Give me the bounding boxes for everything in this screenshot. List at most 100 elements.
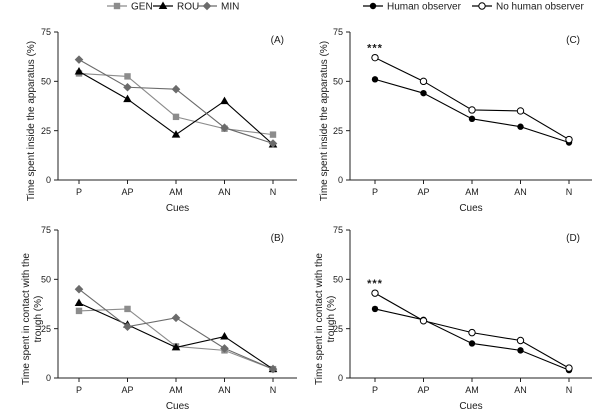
y-axis-label-line: Time spent in contact with the bbox=[21, 253, 32, 385]
legend-label-no-human-observer: No human observer bbox=[496, 2, 584, 13]
data-point-no-human-observer-am bbox=[468, 328, 476, 337]
panel-a: 0 25 50 75 P AP AM AN N Cues Time spent inside the… bbox=[26, 27, 297, 214]
panel-c: 0 25 50 75 P AP AM AN N Cues Time spent inside the… bbox=[319, 27, 592, 214]
data-point-min-an bbox=[220, 123, 229, 133]
legend-marker-gen bbox=[113, 2, 121, 10]
legend-marker-no-human-observer bbox=[478, 2, 486, 10]
data-point-no-human-observer-an bbox=[516, 336, 525, 345]
x-axis-label: Cues bbox=[166, 401, 189, 412]
data-point-no-human-observer-p bbox=[371, 289, 379, 297]
data-point-min-an bbox=[220, 344, 229, 353]
panel-label: (D) bbox=[566, 233, 580, 244]
data-point-rou-am bbox=[171, 342, 181, 351]
x-tick-label-an: AN bbox=[514, 385, 527, 395]
x-tick-label-n: N bbox=[270, 187, 277, 197]
data-point-human-observer-ap bbox=[420, 89, 427, 97]
data-point-human-observer-p bbox=[371, 305, 379, 313]
x-tick-label-am: AM bbox=[465, 187, 479, 197]
data-point-gen-ap bbox=[124, 73, 131, 80]
data-point-rou-an bbox=[220, 332, 229, 340]
data-point-no-human-observer-n bbox=[565, 364, 573, 372]
y-tick-label: 50 bbox=[333, 275, 343, 285]
data-point-human-observer-am bbox=[468, 115, 476, 123]
data-point-min-am bbox=[171, 84, 181, 94]
panel-label: (C) bbox=[566, 35, 580, 46]
x-tick-label-n: N bbox=[270, 385, 277, 395]
y-tick-label: 50 bbox=[41, 275, 51, 285]
x-tick-label-an: AN bbox=[218, 187, 231, 197]
series-min bbox=[74, 55, 278, 148]
x-axis-label: Cues bbox=[166, 203, 189, 214]
legend-marker-human-observer bbox=[369, 2, 377, 10]
panel-label: (B) bbox=[271, 233, 284, 244]
data-point-no-human-observer-p bbox=[371, 53, 379, 62]
x-tick-label-ap: AP bbox=[417, 385, 429, 395]
series-gen bbox=[75, 70, 277, 138]
data-point-gen-n bbox=[269, 131, 277, 138]
y-axis-label-line: trough (%) bbox=[33, 296, 44, 343]
data-point-no-human-observer-am bbox=[468, 106, 476, 114]
y-tick-label: 0 bbox=[338, 175, 343, 185]
x-axis-label: Cues bbox=[459, 203, 482, 214]
legend-label-rou: ROU bbox=[177, 2, 199, 13]
legend-marker-rou bbox=[158, 1, 168, 9]
y-axis-label-line: trough (%) bbox=[326, 296, 337, 343]
series-min bbox=[74, 284, 278, 374]
y-tick-label: 25 bbox=[41, 126, 51, 136]
data-point-rou-ap bbox=[123, 94, 132, 103]
data-point-human-observer-an bbox=[517, 347, 524, 354]
data-point-human-observer-am bbox=[468, 340, 476, 347]
x-tick-label-ap: AP bbox=[121, 385, 133, 395]
y-tick-label: 75 bbox=[333, 27, 343, 37]
data-point-gen-p bbox=[75, 307, 83, 315]
x-tick-label-an: AN bbox=[514, 187, 527, 197]
x-tick-label-ap: AP bbox=[417, 187, 429, 197]
series-no-human-observer bbox=[371, 53, 573, 144]
data-point-min-p bbox=[74, 284, 84, 294]
y-tick-label: 0 bbox=[338, 373, 343, 383]
data-point-min-n bbox=[268, 364, 278, 374]
legend-label-human-observer: Human observer bbox=[387, 2, 462, 13]
data-point-no-human-observer-ap bbox=[419, 317, 428, 325]
y-tick-label: 50 bbox=[41, 77, 51, 87]
x-tick-label-am: AM bbox=[169, 385, 183, 395]
y-axis-label: Time spent in contact with thetrough (%) bbox=[21, 253, 44, 385]
y-tick-label: 75 bbox=[41, 27, 51, 37]
y-tick-label: 25 bbox=[41, 324, 51, 334]
y-axis-label: Time spent in contact with thetrough (%) bbox=[314, 253, 337, 385]
x-tick-label-an: AN bbox=[218, 385, 231, 395]
x-tick-label-n: N bbox=[566, 385, 573, 395]
panel-b: 0 25 50 75 P AP AM AN N Cues Time spent in contact… bbox=[21, 225, 297, 412]
x-tick-label-p: P bbox=[76, 187, 82, 197]
data-point-rou-p bbox=[74, 66, 84, 75]
x-tick-label-am: AM bbox=[465, 385, 479, 395]
y-tick-label: 0 bbox=[46, 373, 51, 383]
data-point-no-human-observer-ap bbox=[419, 77, 428, 86]
data-point-human-observer-an bbox=[517, 123, 524, 130]
x-axis-label: Cues bbox=[459, 401, 482, 412]
y-tick-label: 25 bbox=[333, 126, 343, 136]
x-tick-label-am: AM bbox=[169, 187, 183, 197]
y-axis-label-line: Time spent in contact with the bbox=[314, 253, 325, 385]
y-tick-label: 75 bbox=[333, 225, 343, 235]
x-tick-label-p: P bbox=[372, 385, 378, 395]
legends: GEN ROU MIN Human observer No human observer bbox=[107, 1, 584, 13]
y-tick-label: 50 bbox=[333, 77, 343, 87]
data-point-no-human-observer-n bbox=[565, 135, 573, 144]
data-point-rou-am bbox=[171, 130, 181, 138]
data-point-no-human-observer-an bbox=[516, 107, 525, 115]
y-tick-label: 25 bbox=[333, 324, 343, 334]
legend-label-min: MIN bbox=[221, 2, 239, 13]
x-tick-label-ap: AP bbox=[121, 187, 133, 197]
data-point-min-n bbox=[268, 139, 278, 148]
y-tick-label: 0 bbox=[46, 175, 51, 185]
series-line-human-observer bbox=[374, 308, 570, 371]
significance-annotation: *** bbox=[367, 278, 383, 290]
data-point-min-am bbox=[171, 313, 181, 323]
panel-label: (A) bbox=[271, 35, 284, 46]
data-point-min-p bbox=[74, 55, 84, 64]
series-line-gen bbox=[78, 72, 274, 136]
x-tick-label-n: N bbox=[566, 187, 573, 197]
y-axis-label: Time spent inside the apparatus (%) bbox=[319, 41, 330, 201]
